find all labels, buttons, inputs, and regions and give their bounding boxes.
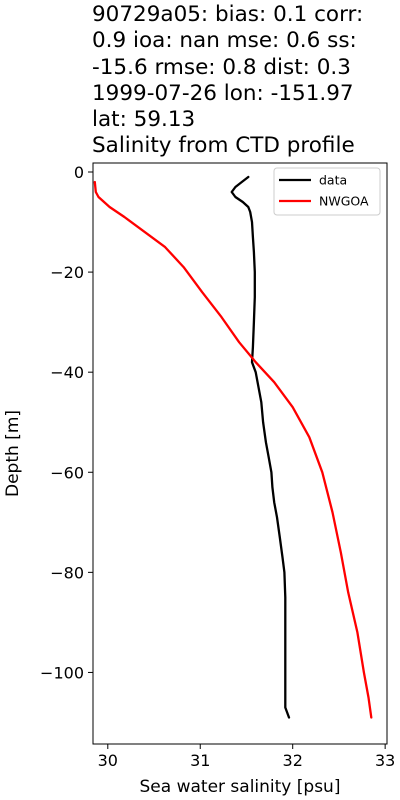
y-tick-label: −100 — [40, 663, 84, 682]
x-axis-label: Sea water salinity [psu] — [140, 777, 341, 797]
legend-label: data — [319, 173, 347, 188]
y-tick-label: −20 — [50, 263, 84, 282]
x-tick-label: 33 — [375, 751, 395, 770]
title-line: 0.9 ioa: nan mse: 0.6 ss: — [92, 28, 357, 54]
y-axis-ticks: 0 −20 −40 −60 −80 −100 — [40, 163, 93, 682]
plot-frame — [92, 162, 388, 745]
x-tick-label: 31 — [190, 751, 210, 770]
y-tick-label: −40 — [50, 363, 84, 382]
x-axis-ticks: 30 31 32 33 — [98, 744, 395, 770]
y-tick-label: 0 — [74, 163, 84, 182]
title-line: -15.6 rmse: 0.8 dist: 0.3 — [92, 54, 351, 80]
y-axis-label: Depth [m] — [3, 410, 23, 497]
x-tick-label: 32 — [283, 751, 303, 770]
legend: data NWGOA — [273, 167, 381, 216]
legend-label: NWGOA — [319, 194, 369, 209]
title-line: Salinity from CTD profile — [92, 133, 355, 159]
series-line-nwgoa — [93, 180, 373, 719]
title-line: lat: 59.13 — [92, 107, 196, 133]
series-layer — [93, 175, 373, 719]
title-line: 90729a05: bias: 0.1 corr: — [92, 2, 364, 27]
chart-title: 90729a05: bias: 0.1 corr: 0.9 ioa: nan ms… — [92, 2, 397, 160]
series-line-data — [230, 175, 291, 719]
y-tick-label: −80 — [50, 563, 84, 582]
x-tick-label: 30 — [98, 751, 118, 770]
y-tick-label: −60 — [50, 463, 84, 482]
title-line: 1999-07-26 lon: -151.97 — [92, 80, 354, 106]
